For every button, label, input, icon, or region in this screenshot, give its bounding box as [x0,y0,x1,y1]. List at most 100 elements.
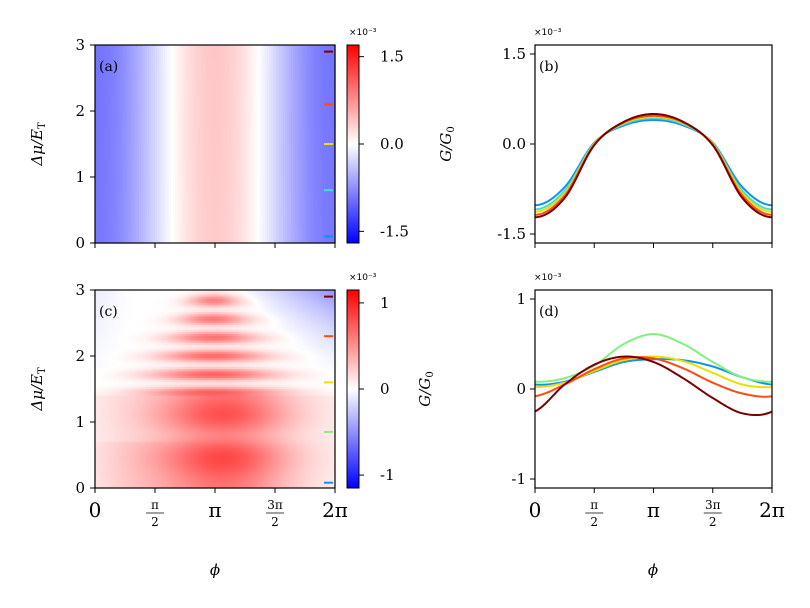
heat-cell [271,45,274,63]
heat-cell [243,61,246,79]
heat-cell [173,111,176,129]
heat-cell [121,193,124,211]
heat-cell [161,338,165,342]
heat-cell [305,177,308,195]
heat-cell [263,309,267,313]
heat-cell [177,347,181,350]
heat-cell [236,340,240,344]
heat-cell [116,345,120,348]
heat-cell [295,292,299,295]
heat-cell [177,309,181,313]
heat-cell [95,312,99,315]
heat-cell [257,307,261,311]
heat-cell [149,177,152,195]
heat-cell [175,78,178,96]
heat-cell [225,292,229,295]
heat-cell [97,303,101,306]
heat-cell [217,177,220,195]
heat-cell [127,320,131,324]
heat-cell [307,177,310,195]
heat-cell [301,226,304,244]
heat-cell [121,342,125,346]
heat-cell [196,314,200,317]
heat-cell [105,290,109,293]
heat-cell [223,329,227,333]
heat-cell [148,345,152,348]
heat-cell [225,331,229,335]
heat-cell [185,294,189,298]
heat-cell [173,61,176,79]
heat-cell [129,290,133,293]
heat-cell [299,78,302,96]
heat-cell [251,193,254,211]
heat-cell [100,314,104,317]
heat-cell [204,294,208,298]
heat-cell [236,331,240,335]
heat-cell [145,292,149,295]
heat-cell [247,78,250,96]
heat-cell [311,290,315,293]
heat-cell [172,301,176,304]
heat-cell [321,345,325,348]
heat-cell [300,316,304,320]
heat-cell [279,127,282,145]
heat-cell [215,294,219,298]
heat-cell [225,226,228,244]
heat-cell [309,78,312,96]
heat-cell [111,61,114,79]
heat-cell [317,78,320,96]
heat-cell [121,334,125,337]
heat-cell [199,290,203,293]
heat-cell [299,94,302,112]
heat-cell [311,309,315,313]
heat-cell [252,340,256,344]
heat-cell [188,298,192,302]
heat-cell [287,347,291,350]
heat-cell [153,61,156,79]
heat-cell [329,314,333,317]
heat-cell [133,127,136,145]
heat-cell [201,111,204,129]
heat-cell [284,323,288,326]
heat-cell [321,314,325,317]
heat-cell [143,292,147,295]
heat-cell [141,177,144,195]
heat-cell [189,193,192,211]
heat-cell [169,226,172,244]
heat-cell [103,318,107,322]
heat-cell [97,345,101,348]
heat-cell [297,305,301,309]
heat-cell [321,111,324,129]
heat-cell [185,45,188,63]
heat-cell [273,298,277,302]
heat-cell [205,210,208,228]
heat-cell [263,298,267,302]
heat-cell [204,316,208,320]
heat-cell [151,290,155,293]
heat-cell [255,318,259,322]
heat-cell [113,307,117,311]
heat-cell [308,290,312,293]
heat-cell [143,78,146,96]
heat-cell [231,94,234,112]
heat-cell [281,318,285,322]
heat-cell [289,307,293,311]
heat-cell [167,45,170,63]
heat-cell [228,292,232,295]
heat-cell [116,292,120,295]
heat-cell [247,325,251,328]
heat-cell [220,314,224,317]
heat-cell [97,340,101,344]
heat-cell [316,307,320,311]
heat-cell [199,323,203,326]
heat-cell [132,323,136,326]
heat-cell [135,334,139,337]
heat-cell [207,340,211,344]
heat-cell [281,111,284,129]
heat-cell [135,345,139,348]
heat-cell [131,144,134,162]
heat-cell [113,94,116,112]
heat-cell [171,78,174,96]
heat-cell [281,61,284,79]
series-line [535,114,772,216]
